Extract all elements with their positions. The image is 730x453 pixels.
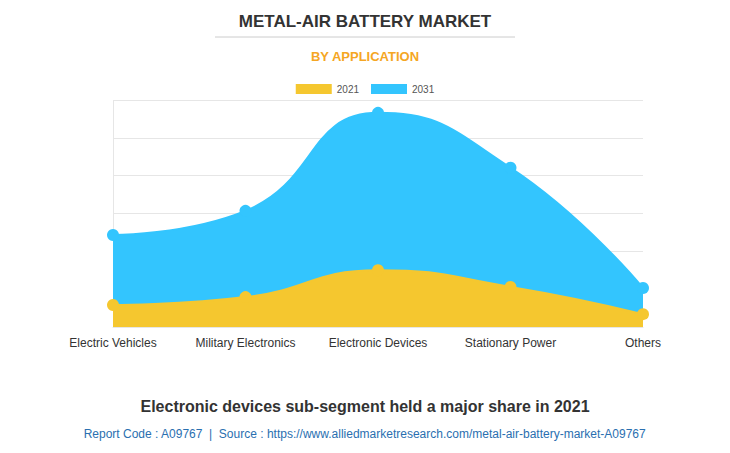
svg-text:Others: Others [625, 336, 661, 350]
svg-text:Report Code : A09767 | Sourc: Report Code : A09767 | Source : https://… [84, 427, 646, 441]
svg-text:Electric Vehicles: Electric Vehicles [69, 336, 156, 350]
svg-text:Electronic Devices: Electronic Devices [329, 336, 428, 350]
svg-text:Electronic devices sub-segment: Electronic devices sub-segment held a ma… [140, 398, 589, 415]
svg-text:METAL-AIR BATTERY MARKET: METAL-AIR BATTERY MARKET [239, 12, 492, 31]
svg-text:BY APPLICATION: BY APPLICATION [311, 49, 419, 64]
svg-text:Stationary Power: Stationary Power [465, 336, 556, 350]
svg-text:2021: 2021 [337, 84, 360, 95]
svg-text:Military Electronics: Military Electronics [195, 336, 295, 350]
svg-text:2031: 2031 [412, 84, 435, 95]
